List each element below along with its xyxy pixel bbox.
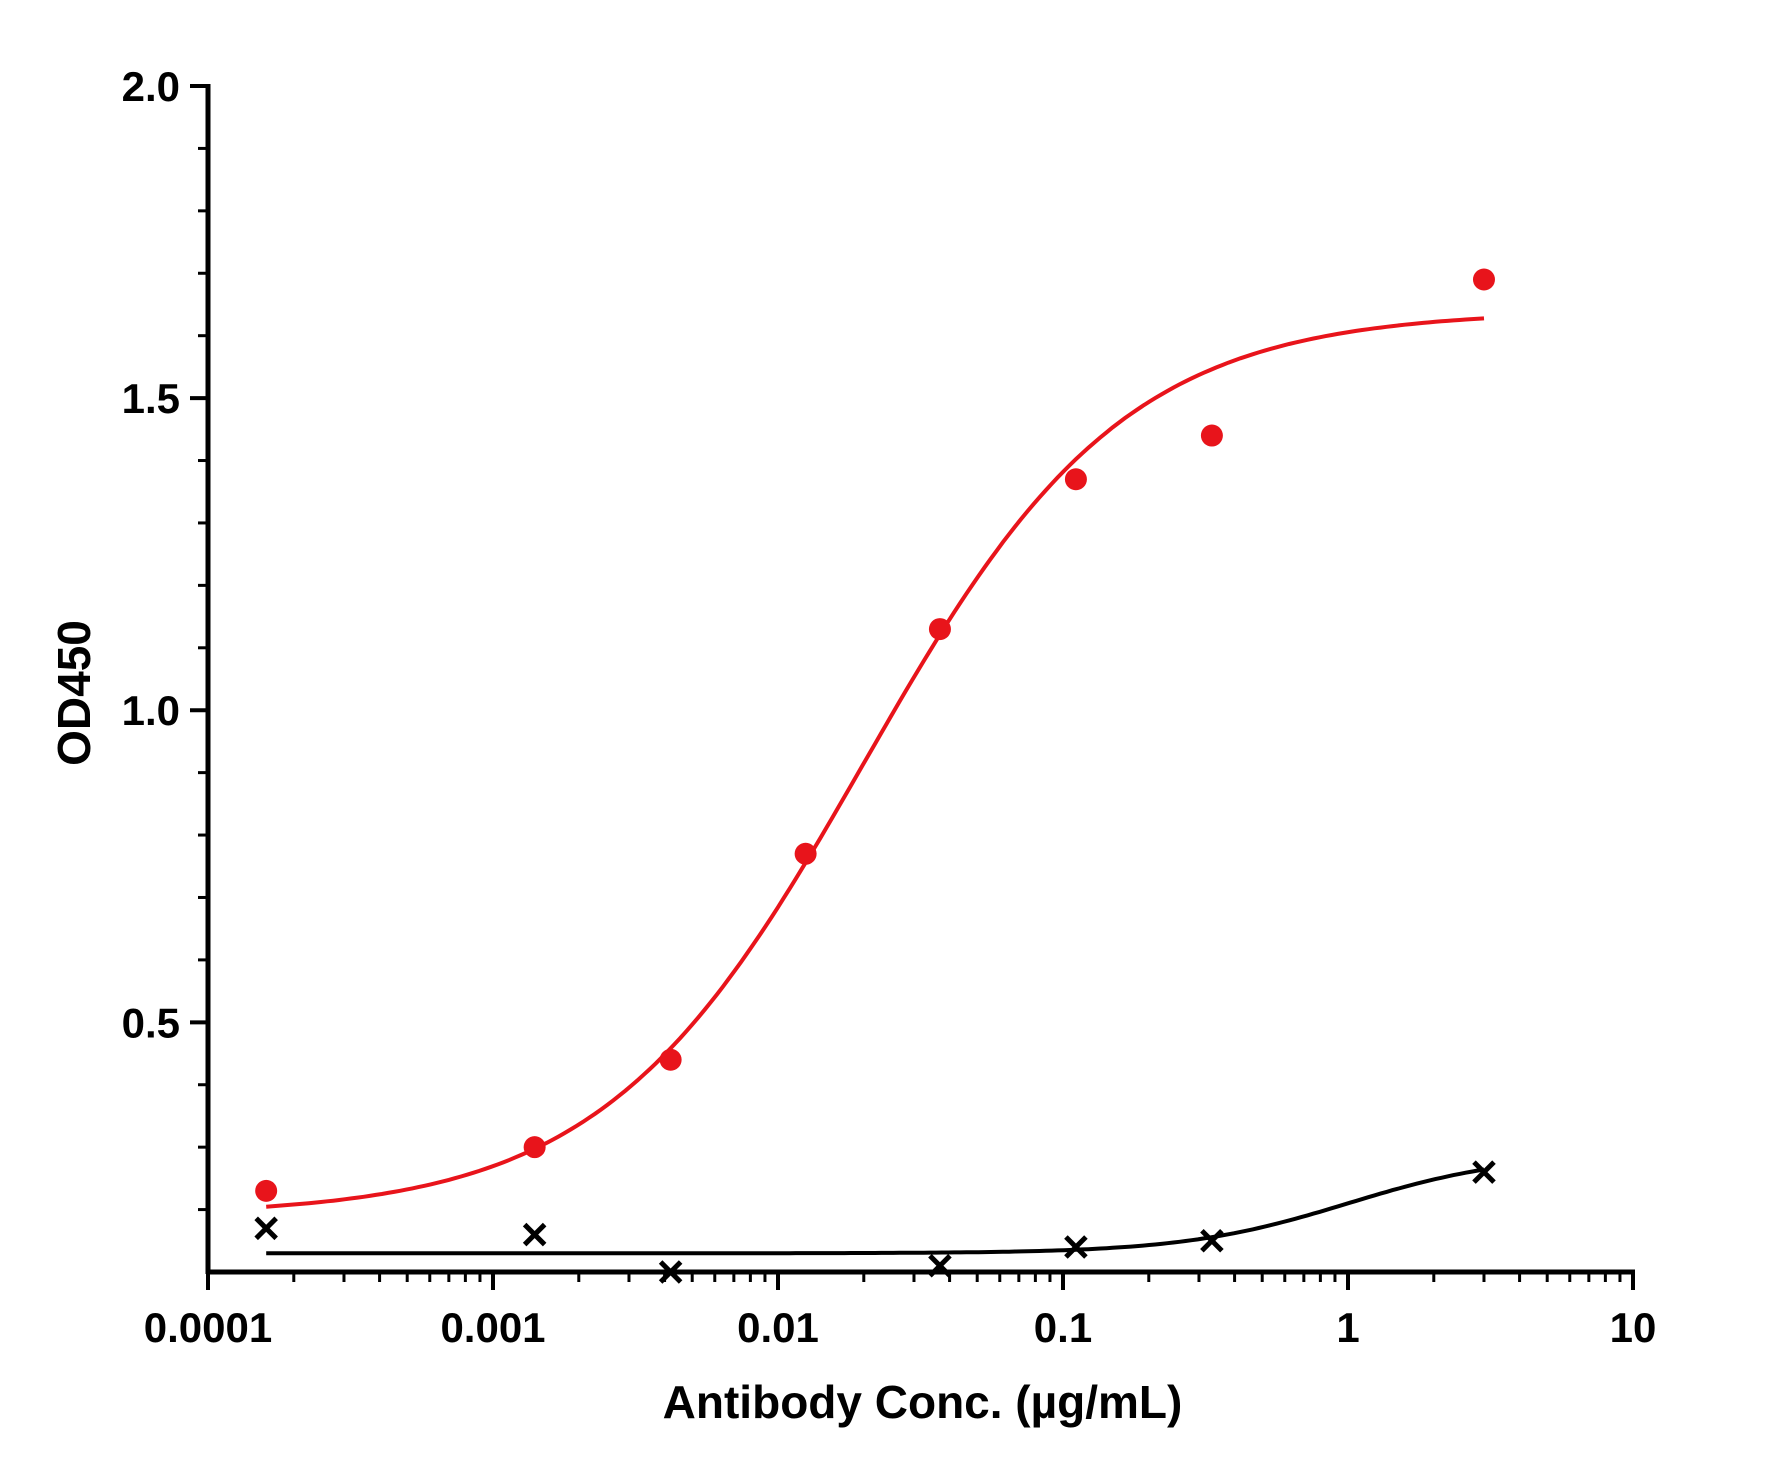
data-point-circle bbox=[1472, 268, 1495, 291]
data-point-circle bbox=[255, 1179, 278, 1202]
data-point-x bbox=[1200, 1229, 1224, 1253]
data-point-circle bbox=[659, 1048, 682, 1071]
x-tick-label: 0.1 bbox=[1034, 1304, 1092, 1351]
y-axis-ticks: 0.5 1.0 1.5 2.0 bbox=[122, 63, 208, 1212]
data-point-x bbox=[1064, 1235, 1088, 1259]
x-tick-label: 1 bbox=[1336, 1304, 1359, 1351]
x-tick-label: 0.01 bbox=[737, 1304, 819, 1351]
data-point-x bbox=[1472, 1160, 1496, 1184]
data-point-circle bbox=[794, 842, 817, 865]
data-point-circle bbox=[1064, 468, 1087, 491]
x-axis-ticks: 0.0001 0.001 0.01 0.1 1 10 bbox=[144, 1272, 1657, 1351]
fit-curves bbox=[266, 316, 1485, 1256]
y-tick-label: 1.5 bbox=[122, 375, 180, 422]
fit-curve-2 bbox=[266, 1167, 1485, 1256]
data-point-circle bbox=[1200, 424, 1223, 447]
y-tick-label: 1.0 bbox=[122, 687, 180, 734]
y-tick-label: 2.0 bbox=[122, 63, 180, 110]
data-point-circle bbox=[928, 618, 951, 641]
y-axis-label: OD450 bbox=[48, 620, 100, 766]
data-points bbox=[254, 268, 1496, 1284]
x-tick-label: 10 bbox=[1610, 1304, 1657, 1351]
x-tick-label: 0.0001 bbox=[144, 1304, 272, 1351]
data-point-x bbox=[522, 1222, 547, 1247]
x-tick-label: 0.001 bbox=[440, 1304, 545, 1351]
axes: 0.0001 0.001 0.01 0.1 1 10 0.5 1.0 1.5 2.0 bbox=[122, 63, 1657, 1351]
data-point-circle bbox=[523, 1136, 546, 1159]
data-point-x bbox=[254, 1216, 278, 1241]
fit-curve-1 bbox=[266, 316, 1485, 1209]
x-axis-label: Antibody Conc. (µg/mL) bbox=[663, 1376, 1183, 1428]
y-tick-label: 0.5 bbox=[122, 999, 180, 1046]
